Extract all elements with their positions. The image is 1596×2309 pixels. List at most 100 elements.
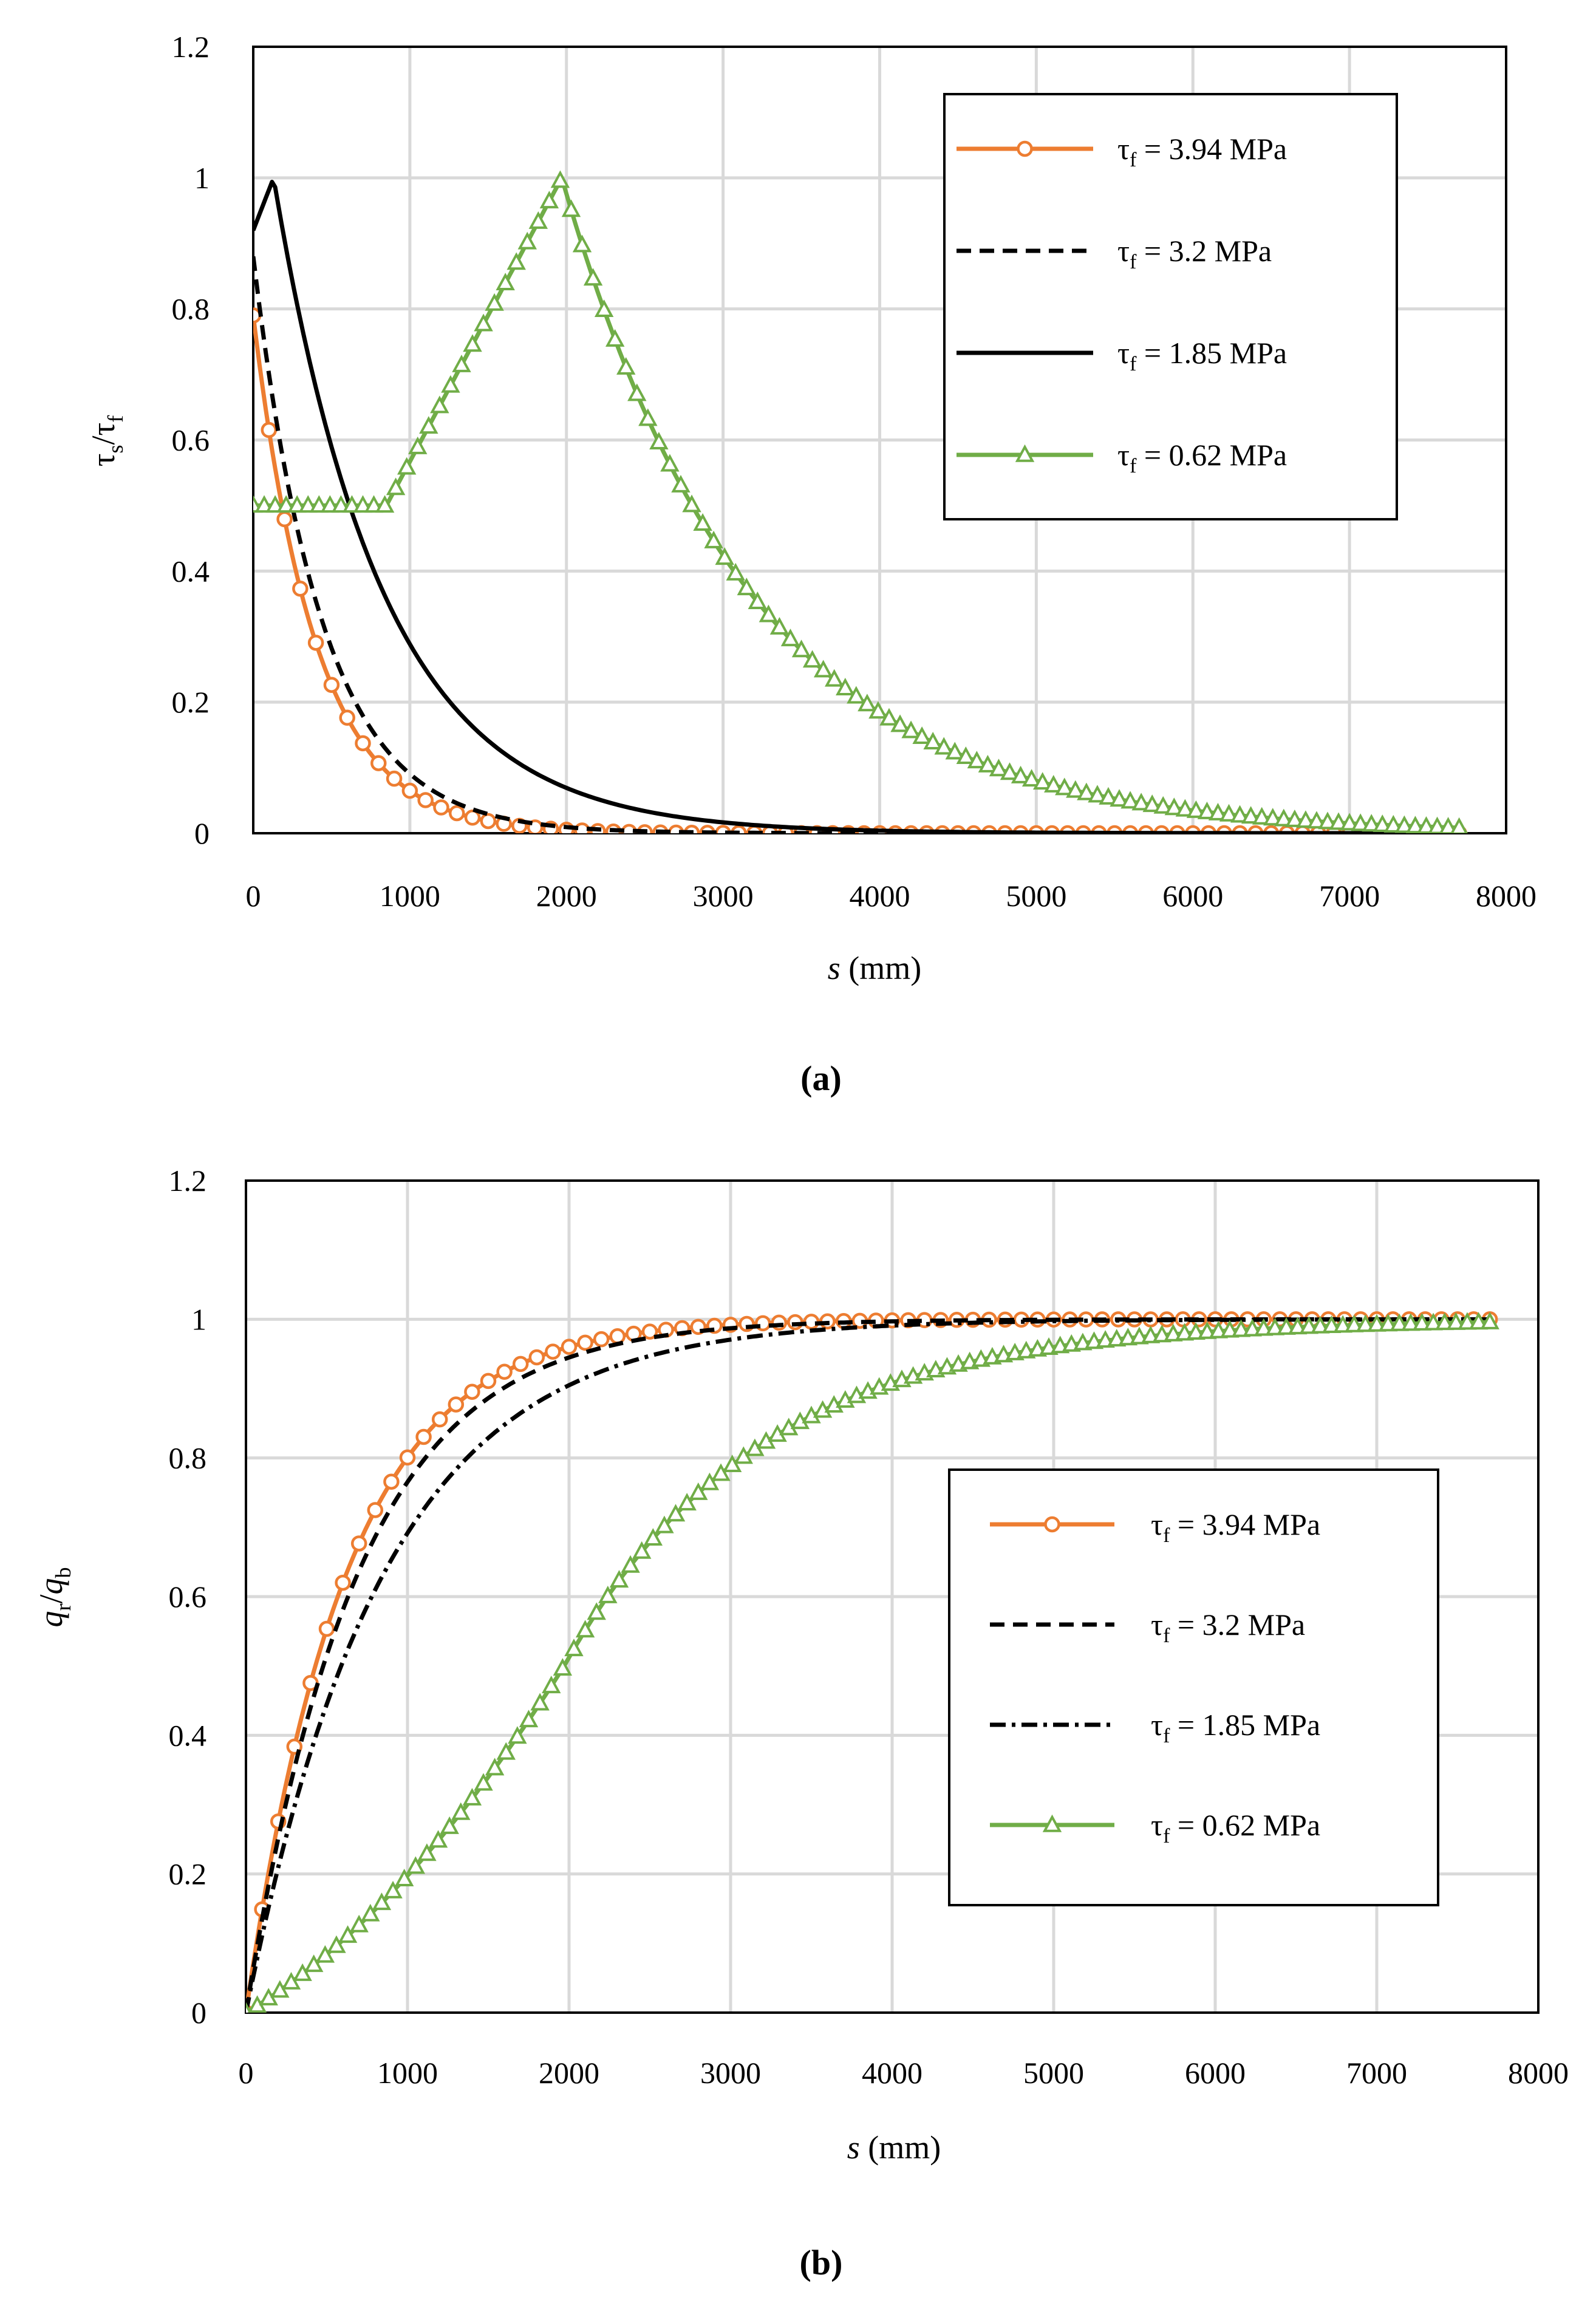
series-marker-triangle: [748, 592, 768, 609]
series-marker-triangle: [550, 170, 570, 188]
series-marker-triangle: [1252, 807, 1272, 825]
series-marker-circle: [512, 1356, 529, 1373]
series-marker-triangle: [561, 199, 581, 217]
series-marker-triangle: [1321, 1315, 1342, 1333]
series-marker-triangle: [428, 1830, 448, 1848]
series-marker-triangle: [605, 329, 625, 347]
series-marker-triangle: [643, 1528, 663, 1546]
series-marker-triangle: [1120, 791, 1140, 809]
series-marker-triangle: [587, 1602, 606, 1620]
series-marker-triangle: [1378, 1314, 1398, 1332]
series-marker-circle: [415, 1428, 432, 1445]
series-marker-triangle: [1021, 769, 1042, 787]
series-marker-triangle: [1152, 1325, 1171, 1343]
series-marker-triangle: [287, 495, 307, 513]
series-marker-triangle: [912, 726, 932, 745]
series-marker-triangle: [1055, 777, 1074, 796]
series-marker-triangle: [627, 383, 647, 401]
series-marker-triangle: [1263, 808, 1283, 826]
series-marker-triangle: [1241, 806, 1261, 824]
series-marker-triangle: [1131, 793, 1151, 811]
series-marker-circle: [480, 813, 497, 830]
y-tick-label: 0.6: [169, 1580, 207, 1614]
series-marker-triangle: [1277, 1317, 1296, 1335]
series-marker-triangle: [583, 268, 603, 286]
series-marker-triangle: [572, 234, 592, 253]
chart-b-legend: τf = 3.94 MPa τf = 3.2 MPa τf = 1.85 MPa τf…: [948, 1468, 1439, 1906]
chart-b-y-ticks: 0 0.2 0.4 0.6 0.8 1 1.2: [169, 1164, 207, 2030]
series-marker-triangle: [452, 354, 471, 372]
series-marker-triangle: [517, 231, 537, 250]
series-marker-triangle: [726, 562, 745, 581]
series-marker-triangle: [1164, 797, 1184, 816]
series-marker-triangle: [519, 1710, 539, 1728]
series-marker-triangle: [1209, 1320, 1229, 1339]
series-marker-triangle: [655, 1515, 674, 1533]
series-marker-triangle: [1435, 1312, 1454, 1331]
series-marker-triangle: [945, 742, 964, 760]
series-marker-triangle: [802, 650, 822, 668]
series-marker-circle: [276, 511, 293, 528]
series-marker-triangle: [1424, 1312, 1443, 1331]
chart-b-plot-frame: [245, 1179, 1540, 2014]
series-marker-triangle: [528, 211, 548, 229]
series-marker-triangle: [722, 1455, 742, 1473]
series-marker-triangle: [813, 660, 833, 678]
series-marker-triangle: [474, 1773, 493, 1791]
series-marker-triangle: [1390, 1313, 1409, 1331]
y-tick-label: 0.8: [172, 292, 210, 326]
series-marker-triangle: [1351, 813, 1370, 831]
y-tick-label: 1.2: [169, 1164, 207, 1198]
series-marker-triangle: [1186, 1322, 1206, 1340]
x-tick-label: 6000: [1162, 879, 1223, 913]
series-marker-triangle: [575, 1620, 595, 1638]
series-marker-triangle: [463, 334, 482, 352]
y-tick-label: 0.2: [169, 1857, 207, 1891]
series-marker-triangle: [309, 495, 329, 513]
series-marker-circle: [448, 1396, 465, 1413]
chart-a-y-axis-title: τs/τf: [85, 415, 128, 466]
series-marker-triangle: [1153, 796, 1173, 814]
series-marker-triangle: [923, 732, 943, 750]
series-marker-triangle: [1458, 1312, 1477, 1330]
chart-b-x-ticks: 0 1000 2000 3000 4000 5000 6000 7000 8000: [239, 2056, 1569, 2090]
series-marker-triangle: [632, 1541, 652, 1559]
series-marker-triangle: [715, 547, 734, 565]
series-marker-triangle: [1011, 765, 1031, 783]
y-tick-label: 1.2: [172, 30, 210, 64]
series-marker-circle: [370, 755, 387, 771]
series-marker-triangle: [361, 1903, 380, 1922]
series-marker-triangle: [978, 754, 998, 773]
series-marker-triangle: [1394, 815, 1414, 833]
series-marker-triangle: [1044, 774, 1063, 793]
series-marker-triangle: [1197, 1321, 1217, 1339]
series-marker-triangle: [372, 1892, 392, 1911]
series-marker-triangle: [868, 701, 888, 719]
series-marker-triangle: [836, 678, 855, 695]
series-marker-triangle: [649, 432, 669, 450]
series-marker-triangle: [1401, 1313, 1420, 1331]
x-tick-label: 5000: [1023, 2056, 1084, 2090]
x-tick-label: 7000: [1346, 2056, 1407, 2090]
series-marker-triangle: [1219, 803, 1239, 822]
legend-label-0: τf = 3.94 MPa: [1117, 132, 1287, 171]
series-marker-triangle: [1383, 814, 1403, 833]
series-marker-triangle: [1285, 809, 1304, 827]
series-marker-triangle: [791, 639, 811, 658]
series-marker-triangle: [1265, 1317, 1285, 1335]
series-marker-triangle: [542, 1676, 561, 1694]
chart-a-x-axis-title: s (mm): [828, 950, 922, 986]
legend-marker-triangle: [1042, 1814, 1062, 1832]
series-marker-triangle: [769, 616, 789, 635]
series-marker-triangle: [1318, 811, 1337, 830]
series-marker-triangle: [451, 1802, 471, 1820]
x-tick-label: 3000: [700, 2056, 761, 2090]
series-marker-triangle: [1254, 1318, 1274, 1336]
series-marker-triangle: [353, 495, 373, 513]
x-tick-label: 1000: [377, 2056, 438, 2090]
y-tick-label: 0.6: [172, 423, 210, 457]
series-marker-circle: [383, 1473, 400, 1490]
series-marker-triangle: [441, 375, 460, 393]
series-marker-triangle: [1197, 801, 1217, 819]
